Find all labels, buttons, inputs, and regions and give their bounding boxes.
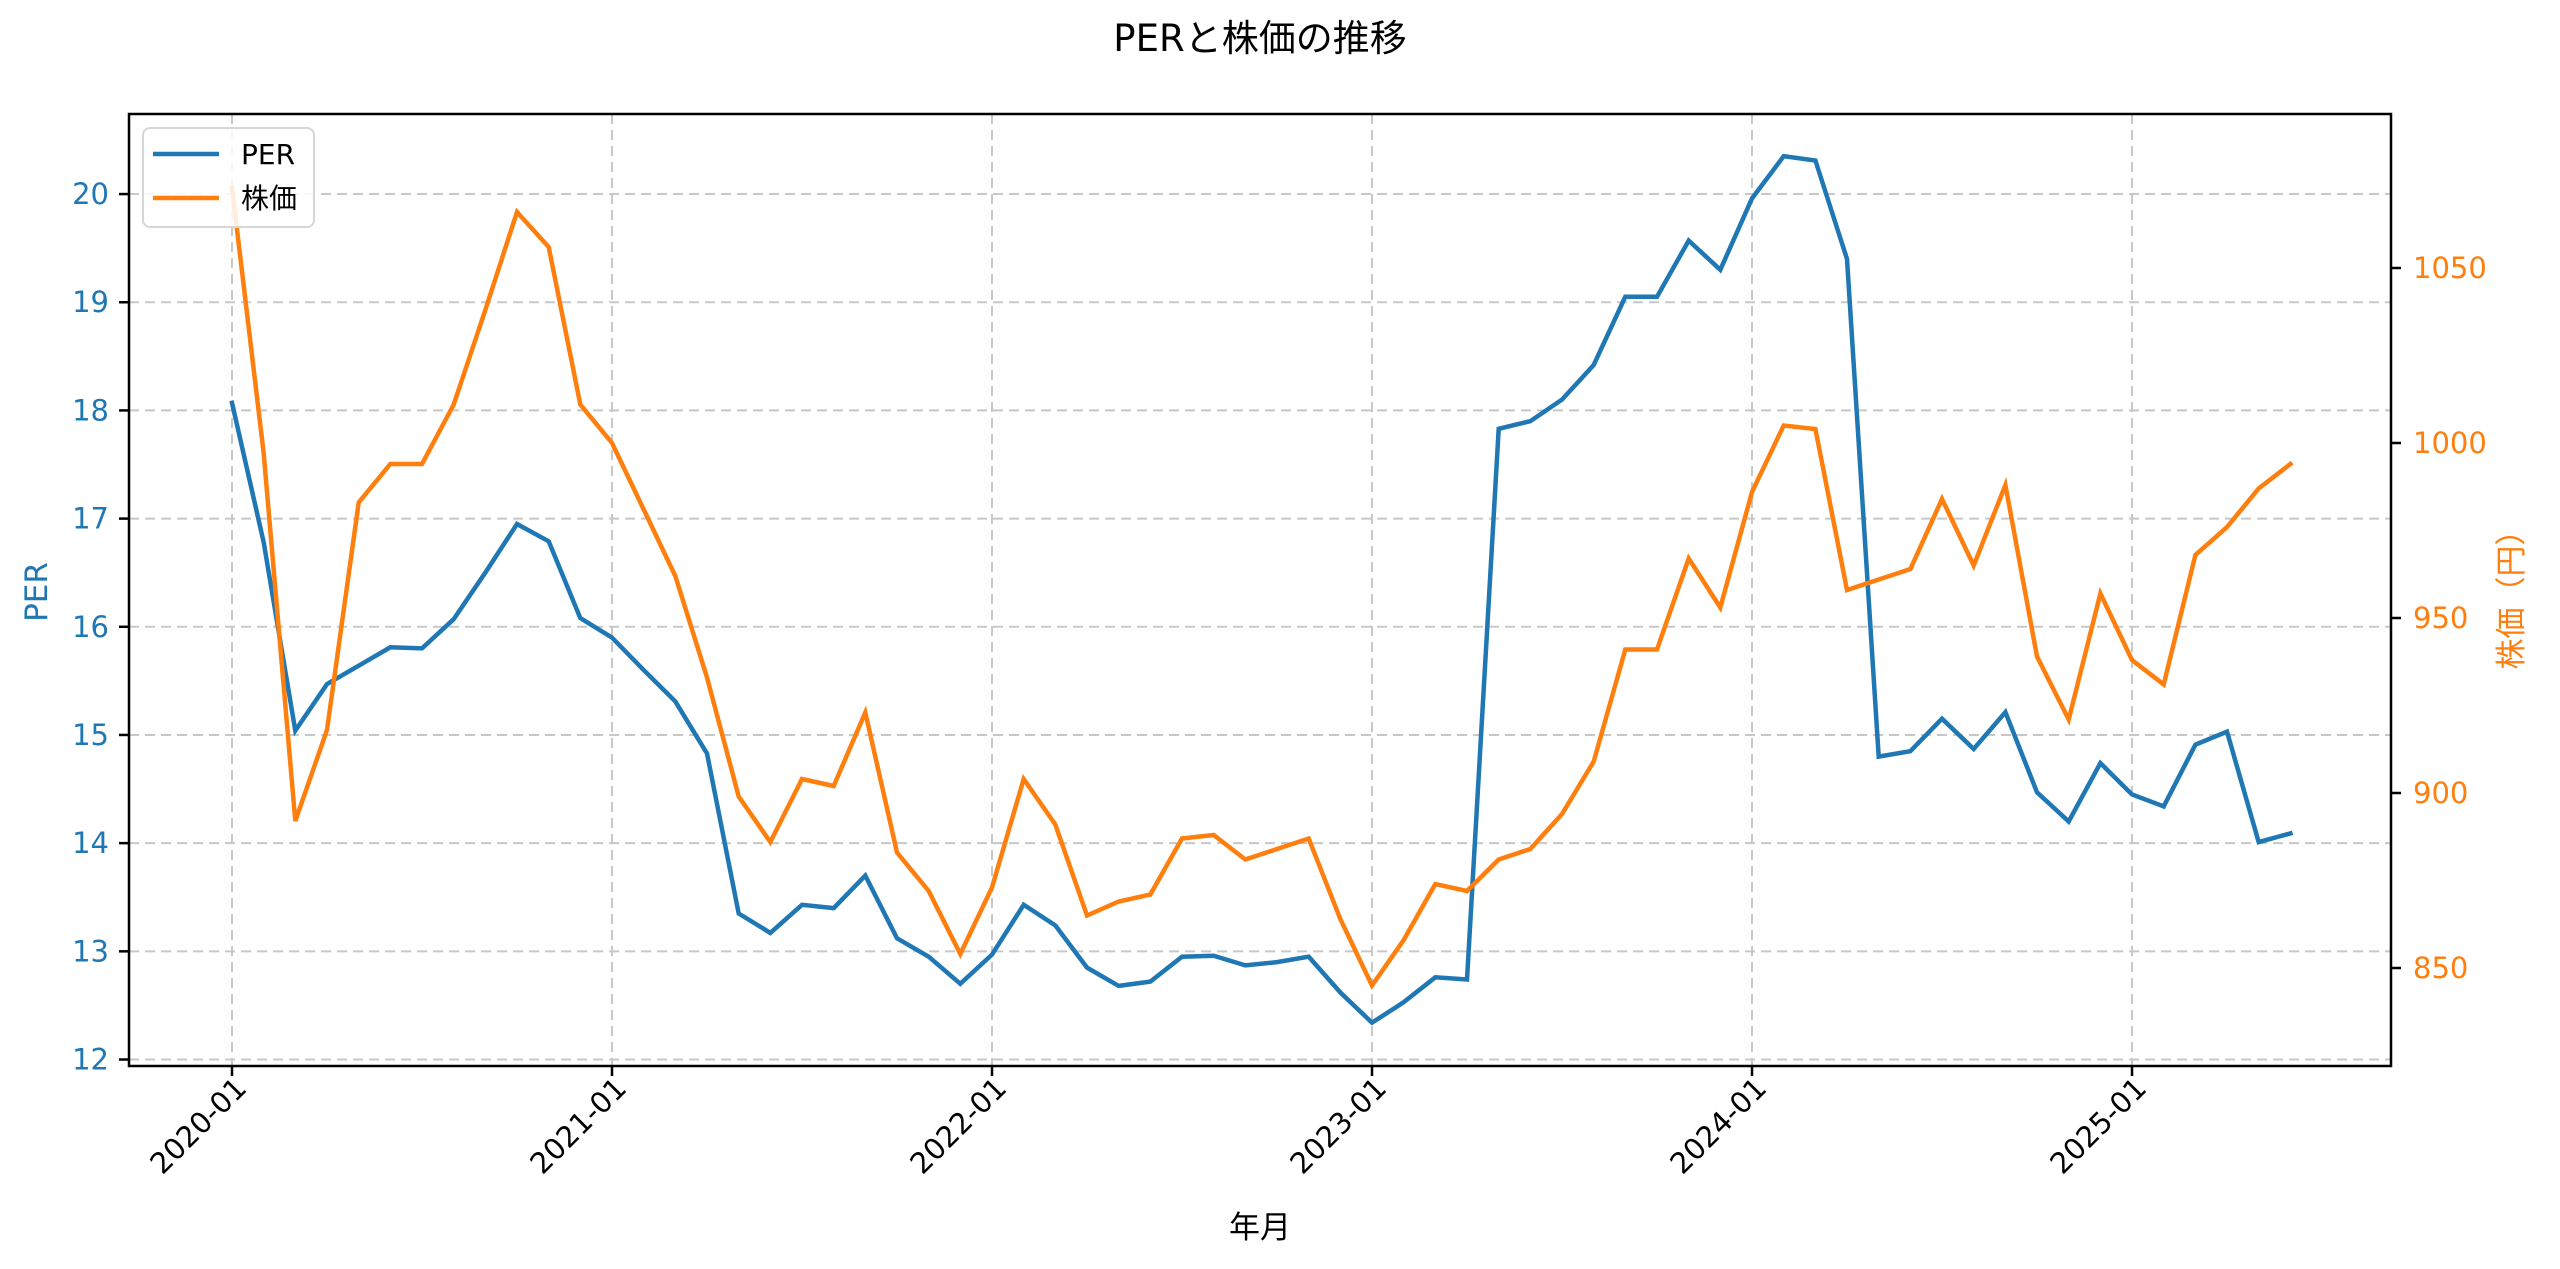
- plot-frame: [127, 112, 2393, 1068]
- left-tick-label: 13: [72, 934, 109, 968]
- right-tick-label: 950: [2413, 601, 2468, 635]
- left-axis-label: PER: [19, 562, 55, 622]
- x-tick-label: 2023-01: [1283, 1071, 1393, 1181]
- right-tick-label: 900: [2413, 776, 2468, 810]
- right-y-axis: 850 900 950 1000 1050: [2391, 251, 2487, 985]
- legend-label-per: PER: [241, 138, 295, 171]
- left-tick-label: 18: [72, 393, 109, 427]
- legend: PER 株価: [142, 127, 315, 228]
- x-tick-label: 2021-01: [523, 1071, 633, 1181]
- grid-lines: [129, 114, 2391, 1066]
- left-tick-label: 15: [72, 718, 109, 752]
- x-tick-label: 2024-01: [1663, 1071, 1773, 1181]
- plot-lines: [229, 153, 2294, 1026]
- left-tick-label: 14: [72, 826, 109, 860]
- left-tick-label: 17: [72, 502, 109, 536]
- chart-title: PERと株価の推移: [1113, 17, 1406, 60]
- x-axis: 2020-01 2021-01 2022-01 2023-01 2024-01 2025-…: [143, 1066, 2153, 1181]
- legend-label-price: 株価: [241, 182, 297, 215]
- right-tick-label: 850: [2413, 951, 2468, 985]
- per-line: [229, 153, 2294, 1026]
- x-axis-label: 年月: [1229, 1210, 1291, 1246]
- right-tick-label: 1000: [2413, 426, 2487, 460]
- right-axis-label: 株価（円）: [2494, 515, 2530, 670]
- right-tick-label: 1050: [2413, 251, 2487, 285]
- left-tick-label: 12: [72, 1043, 109, 1077]
- left-tick-label: 19: [72, 285, 109, 319]
- price-line: [229, 184, 2294, 990]
- left-tick-label: 16: [72, 610, 109, 644]
- left-y-axis: 12 13 14 15 16 17 18 19 20: [72, 177, 129, 1077]
- x-tick-label: 2022-01: [903, 1071, 1013, 1181]
- x-tick-label: 2020-01: [143, 1071, 253, 1181]
- x-tick-label: 2025-01: [2043, 1071, 2153, 1181]
- left-tick-label: 20: [72, 177, 109, 211]
